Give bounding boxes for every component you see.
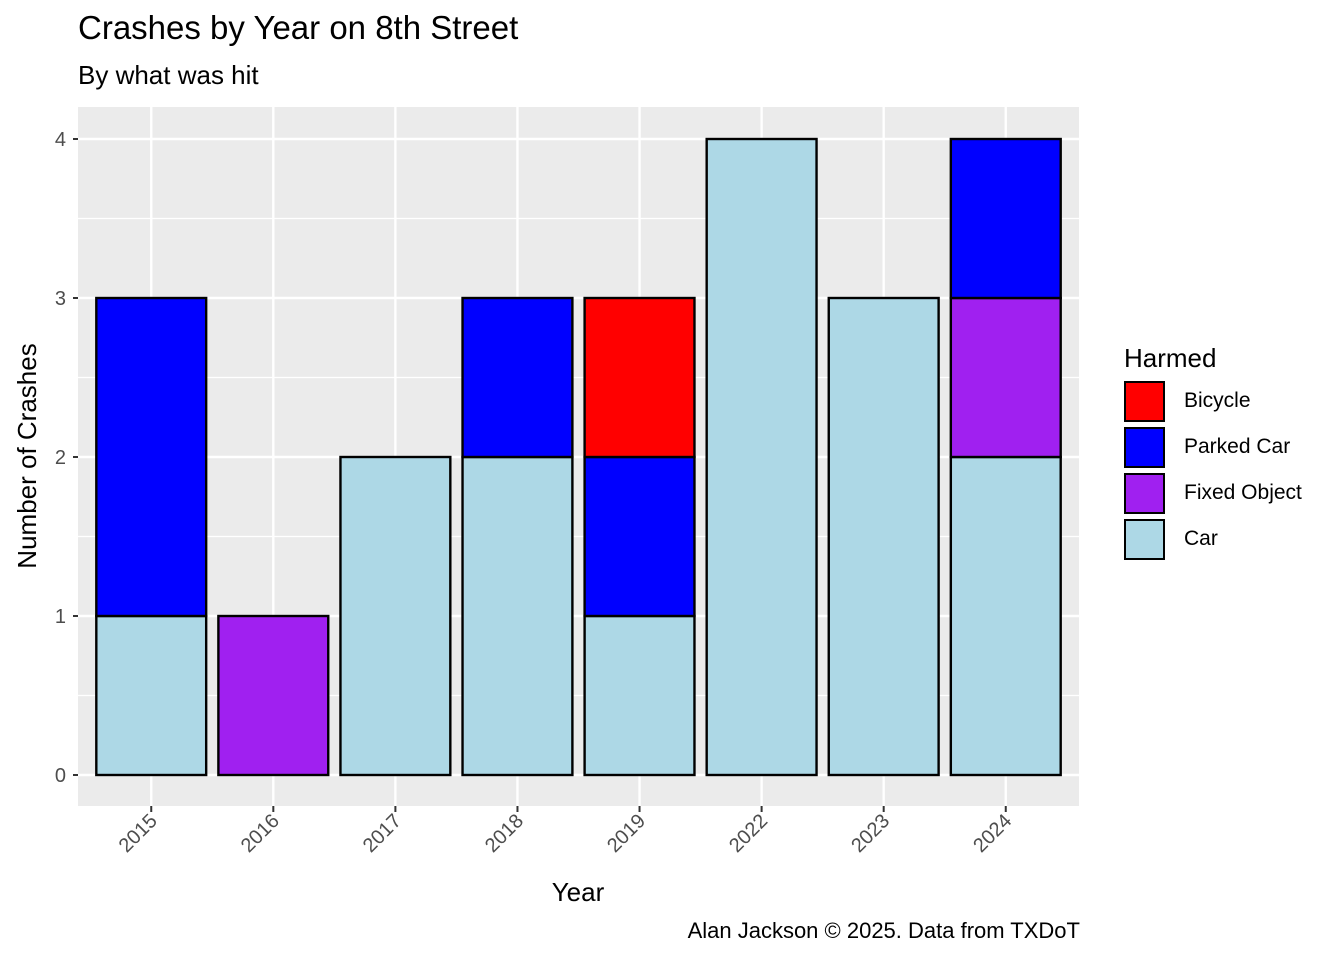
bar-parked-car-2019 bbox=[583, 455, 696, 618]
bar-parked-car-2015 bbox=[95, 296, 208, 618]
x-tick-label: 2023 bbox=[847, 810, 894, 857]
legend-item-bicycle: Bicycle bbox=[1124, 378, 1334, 424]
legend-swatch-fixed-object bbox=[1124, 472, 1165, 514]
y-tick-label: 0 bbox=[55, 765, 66, 787]
bar-car-2019 bbox=[583, 614, 696, 777]
bar-car-2017 bbox=[339, 455, 452, 777]
legend-swatch-car bbox=[1124, 518, 1165, 560]
bar-car-2015 bbox=[95, 614, 208, 777]
chart-title: Crashes by Year on 8th Street bbox=[78, 9, 519, 46]
x-tick-label: 2017 bbox=[359, 810, 406, 857]
legend-label-parked-car: Parked Car bbox=[1184, 435, 1291, 458]
x-axis: 2015 2016 2017 2018 2019 2022 2023 2024 bbox=[115, 806, 1016, 857]
x-axis-label: Year bbox=[552, 877, 605, 907]
legend-title: Harmed bbox=[1124, 343, 1217, 373]
legend-items: Bicycle Parked Car Fixed Object Car bbox=[1124, 378, 1334, 562]
bar-parked-car-2018 bbox=[461, 296, 574, 459]
bar-car-2022 bbox=[705, 137, 818, 777]
legend-item-fixed-object: Fixed Object bbox=[1124, 470, 1334, 516]
legend-swatch-parked-car bbox=[1124, 426, 1165, 468]
legend-label-fixed-object: Fixed Object bbox=[1184, 481, 1302, 504]
bar-fixed-object-2024 bbox=[949, 296, 1062, 459]
chart-caption: Alan Jackson © 2025. Data from TXDoT bbox=[687, 918, 1080, 943]
legend-item-parked-car: Parked Car bbox=[1124, 424, 1334, 470]
bar-parked-car-2024 bbox=[949, 137, 1062, 300]
y-axis: 0 1 2 3 4 bbox=[55, 129, 78, 787]
bar-car-2024 bbox=[949, 455, 1062, 777]
bar-bicycle-2019 bbox=[583, 296, 696, 459]
x-tick-label: 2019 bbox=[603, 810, 650, 857]
legend-label-car: Car bbox=[1184, 527, 1218, 550]
x-tick-label: 2015 bbox=[115, 810, 162, 857]
bars bbox=[95, 137, 1062, 777]
legend-item-car: Car bbox=[1124, 516, 1334, 562]
legend-swatch-bicycle bbox=[1124, 380, 1165, 422]
x-tick-label: 2024 bbox=[969, 810, 1016, 857]
y-tick-label: 3 bbox=[55, 288, 66, 310]
chart-subtitle: By what was hit bbox=[78, 60, 259, 90]
x-tick-label: 2016 bbox=[237, 810, 284, 857]
y-tick-label: 1 bbox=[55, 606, 66, 628]
bar-fixed-object-2016 bbox=[217, 614, 330, 777]
y-tick-label: 4 bbox=[55, 129, 66, 151]
x-tick-label: 2018 bbox=[481, 810, 528, 857]
legend-label-bicycle: Bicycle bbox=[1184, 389, 1251, 412]
y-tick-label: 2 bbox=[55, 447, 66, 469]
x-tick-label: 2022 bbox=[725, 810, 772, 857]
legend: Harmed Bicycle Parked Car Fixed Object Car bbox=[1124, 338, 1334, 562]
y-axis-label: Number of Crashes bbox=[12, 343, 42, 568]
bar-car-2023 bbox=[827, 296, 940, 777]
bar-car-2018 bbox=[461, 455, 574, 777]
